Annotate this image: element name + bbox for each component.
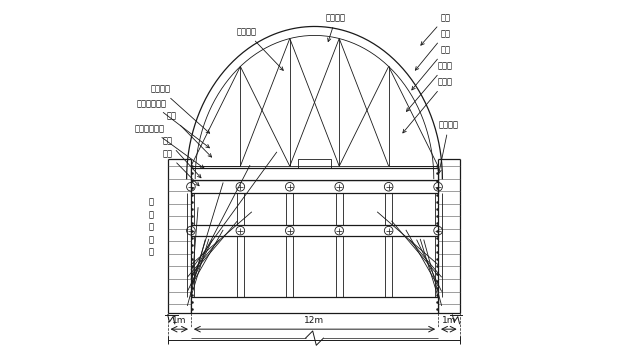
Bar <box>191 180 438 193</box>
Text: 1m: 1m <box>442 316 456 325</box>
Text: 油缸: 油缸 <box>166 112 211 157</box>
Bar <box>191 168 438 180</box>
Text: 水平可调顶杆: 水平可调顶杆 <box>135 124 204 168</box>
Bar <box>191 225 438 236</box>
Text: 可调顶杆: 可调顶杆 <box>150 84 209 133</box>
Text: 1m: 1m <box>172 316 187 325</box>
Text: 侧面拉筋: 侧面拉筋 <box>237 27 283 70</box>
Bar <box>298 159 331 168</box>
Text: 12m: 12m <box>304 316 325 325</box>
Text: 立柱: 立柱 <box>415 29 450 70</box>
Text: 基座: 基座 <box>163 136 201 178</box>
Text: 上横梁: 上横梁 <box>403 78 453 133</box>
Text: 可调顶杆: 可调顶杆 <box>438 121 459 173</box>
Text: 拱模: 拱模 <box>421 13 450 45</box>
Bar <box>191 297 438 313</box>
Text: 立柱: 立柱 <box>412 45 450 90</box>
Text: 液压系统: 液压系统 <box>326 13 346 42</box>
Text: 已
衬
砌
边
墙: 已 衬 砌 边 墙 <box>149 197 154 257</box>
Text: 可调顶杆基座: 可调顶杆基座 <box>136 99 209 148</box>
Text: 滑道: 滑道 <box>163 149 199 186</box>
Text: 上纵梁: 上纵梁 <box>406 61 453 112</box>
